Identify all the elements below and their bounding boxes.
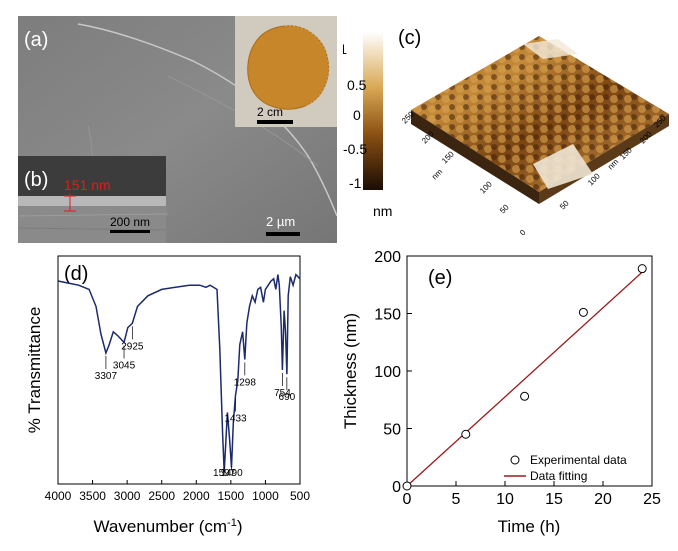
ftir-spectrum-line: [57, 273, 301, 472]
ftir-x-tick-label: 1000: [252, 489, 279, 503]
ftir-x-tick-label: 3000: [114, 489, 141, 503]
thickness-y-tick-label: 150: [374, 307, 401, 324]
thickness-x-tick-label: 0: [403, 491, 412, 508]
colorbar-tick: 0: [353, 107, 361, 123]
ftir-y-axis-label: % Transmittance: [25, 307, 44, 434]
panel-d-label: (d): [64, 263, 88, 285]
experimental-data-point: [461, 429, 471, 439]
ftir-x-tick-label: 2500: [148, 489, 175, 503]
sem-image-panel-a: (a) 2 µm 2 cm (b) 151 nm 200 nm: [18, 16, 337, 243]
thickness-x-tick-label: 25: [643, 491, 661, 508]
ftir-plot-frame: [57, 255, 301, 485]
thickness-plot-frame: [406, 255, 653, 487]
svg-text:1490: 1490: [220, 468, 243, 479]
thickness-y-tick-label: 0: [392, 479, 401, 496]
svg-text:1298: 1298: [234, 377, 257, 388]
ftir-x-axis-label: Wavenumber (cm-1): [94, 517, 243, 536]
ftir-peak-annotation: 2925: [121, 326, 144, 352]
afm-axis-tick: 100: [478, 179, 494, 195]
panel-b-scale-bar: [110, 230, 150, 233]
afm-axis-tick: 50: [558, 198, 571, 211]
svg-text:3307: 3307: [95, 371, 118, 382]
photo-scale-bar: [257, 120, 293, 124]
ftir-peak-annotation: 1298: [234, 362, 257, 388]
svg-text:754: 754: [274, 388, 291, 399]
ftir-x-tick-label: 3500: [79, 489, 106, 503]
thickness-annotation: 151 nm: [64, 177, 111, 193]
thickness-y-tick-label: 200: [374, 249, 401, 266]
thickness-x-tick-label: 15: [545, 491, 563, 508]
ftir-peak-annotation: 3045: [113, 345, 136, 371]
experimental-data-point: [578, 307, 588, 317]
ftir-x-tick-label: 2000: [183, 489, 210, 503]
thickness-y-axis-label: Thickness (nm): [341, 313, 360, 429]
afm-surface-plot: (c) 1 0.5 0 -0.5 -1 nm 250 200 150 nm 10…: [339, 27, 669, 238]
thickness-y-tick-label: 50: [383, 422, 401, 439]
thickness-x-tick-label: 5: [452, 491, 461, 508]
legend-label-fit: Data fitting: [530, 469, 587, 483]
legend-marker-experimental: [510, 455, 520, 465]
colorbar-tick: 0.5: [347, 77, 367, 93]
svg-text:2925: 2925: [121, 341, 144, 352]
panel-c-label: (c): [398, 27, 421, 49]
ftir-peak-annotation: 3307: [95, 356, 118, 382]
ftir-peak-annotation: 1490: [220, 466, 243, 479]
fit-line: [406, 271, 643, 487]
thickness-chart: (e) Thickness (nm) Time (h) 0 5 10 15 20 25 0 5…: [341, 249, 661, 536]
panel-a-scale-label: 2 µm: [266, 214, 295, 229]
panel-a-label: (a): [24, 29, 48, 51]
colorbar-tick: -0.5: [343, 141, 367, 157]
legend-label-experimental: Experimental data: [530, 453, 627, 467]
panel-b-label: (b): [24, 169, 48, 191]
svg-text:690: 690: [279, 392, 296, 403]
afm-axis-tick: 0: [518, 228, 528, 238]
colorbar-tick: -1: [349, 175, 362, 191]
ftir-peak-annotation: 1597: [213, 466, 236, 479]
thickness-y-tick-label: 100: [374, 364, 401, 381]
colorbar-unit: nm: [373, 203, 392, 219]
thickness-x-axis-label: Time (h): [498, 517, 561, 536]
ftir-peak-annotation: 754: [274, 373, 291, 399]
experimental-data-point: [637, 264, 647, 274]
colorbar: [363, 32, 383, 190]
film-sample-icon: [247, 25, 330, 110]
sample-photo-inset: 2 cm: [235, 16, 337, 127]
ftir-chart: (d) % Transmittance Wavenumber (cm-1) 40…: [25, 255, 310, 536]
thickness-panel-e: (e) Thickness (nm) Time (h) 0 5 10 15 20 25 0 5…: [340, 248, 678, 546]
afm-axis-unit: nm: [430, 167, 444, 181]
experimental-data-point: [520, 391, 530, 401]
panel-e-label: (e): [428, 267, 452, 289]
ftir-x-tick-label: 500: [290, 489, 310, 503]
svg-text:1433: 1433: [224, 413, 247, 424]
afm-panel-c: (c) 1 0.5 0 -0.5 -1 nm 250 200 150 nm 10…: [339, 14, 673, 246]
ftir-peak-annotation: 690: [279, 377, 296, 403]
experimental-data-point: [402, 481, 412, 491]
ftir-x-tick-label: 1500: [218, 489, 245, 503]
ftir-x-tick-label: 4000: [45, 489, 72, 503]
thickness-x-tick-label: 20: [594, 491, 612, 508]
cross-section-inset-b: (b) 151 nm 200 nm: [18, 156, 166, 243]
svg-text:1597: 1597: [213, 468, 236, 479]
afm-axis-tick: 50: [498, 202, 511, 215]
photo-scale-label: 2 cm: [257, 105, 283, 119]
thickness-x-tick-label: 10: [496, 491, 514, 508]
panel-a-scale-bar: [266, 232, 300, 236]
afm-axis-tick: 150: [440, 149, 456, 165]
ftir-peak-annotation: 1433: [224, 398, 247, 424]
ftir-panel-d: (d) % Transmittance Wavenumber (cm-1) 40…: [0, 248, 340, 546]
svg-text:3045: 3045: [113, 360, 136, 371]
colorbar-tick: 1: [343, 41, 347, 57]
panel-b-scale-label: 200 nm: [110, 215, 150, 229]
